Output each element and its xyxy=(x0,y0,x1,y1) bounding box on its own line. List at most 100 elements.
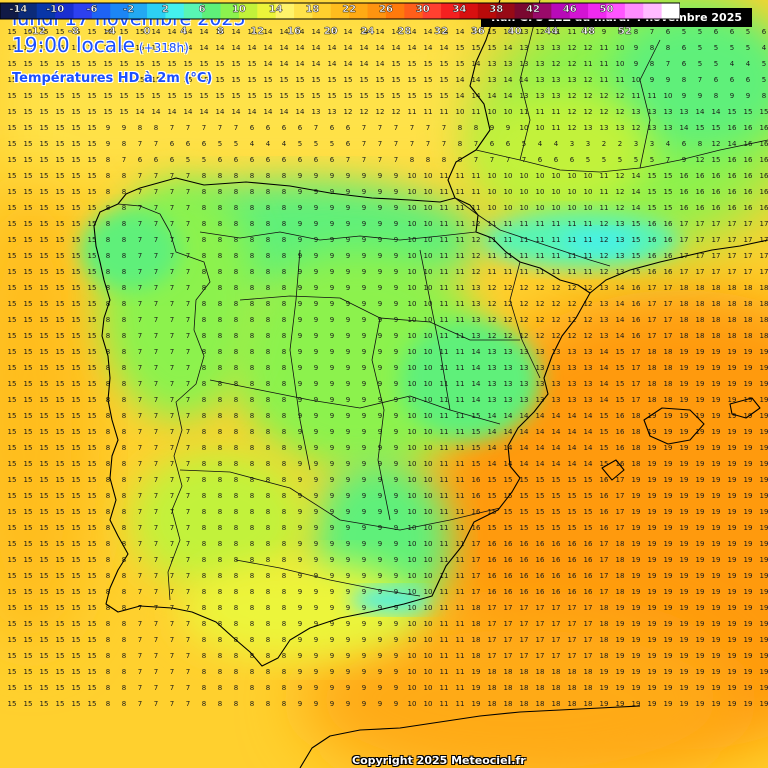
grid-value: 9 xyxy=(346,476,350,484)
grid-value: 15 xyxy=(88,364,97,372)
grid-value: 17 xyxy=(744,268,753,276)
grid-value: 7 xyxy=(234,124,238,132)
grid-value: 14 xyxy=(376,60,385,68)
grid-value: 11 xyxy=(552,28,561,36)
grid-value: 9 xyxy=(314,684,318,692)
field-france-cooler xyxy=(610,10,768,150)
grid-value: 13 xyxy=(552,92,561,100)
grid-value: 15 xyxy=(88,76,97,84)
legend-swatch xyxy=(385,3,405,19)
grid-value: 8 xyxy=(250,588,254,596)
grid-value: 14 xyxy=(328,60,337,68)
grid-value: 14 xyxy=(520,444,529,452)
grid-value: 7 xyxy=(698,76,702,84)
grid-value: 10 xyxy=(536,172,545,180)
grid-value: 8 xyxy=(218,284,222,292)
grid-value: 16 xyxy=(472,508,481,516)
grid-value: 6 xyxy=(554,156,559,164)
grid-value: 8 xyxy=(266,204,270,212)
grid-value: 19 xyxy=(744,620,753,628)
grid-value: 19 xyxy=(744,492,753,500)
grid-value: 9 xyxy=(362,172,366,180)
grid-value: 19 xyxy=(648,412,657,420)
grid-value: 14 xyxy=(472,92,481,100)
grid-value: 7 xyxy=(154,636,158,644)
grid-value: 9 xyxy=(362,636,366,644)
grid-value: 8 xyxy=(218,428,222,436)
grid-value: 13 xyxy=(488,76,497,84)
grid-value: 19 xyxy=(728,460,737,468)
grid-value: 15 xyxy=(424,76,433,84)
grid-value: 12 xyxy=(568,124,577,132)
grid-value: 10 xyxy=(424,204,433,212)
grid-value: 18 xyxy=(568,684,577,692)
grid-value: 17 xyxy=(760,252,768,260)
grid-value: 8 xyxy=(122,492,126,500)
grid-value: 19 xyxy=(728,444,737,452)
grid-value: 9 xyxy=(346,700,350,708)
grid-value: 8 xyxy=(234,476,238,484)
grid-value: 7 xyxy=(186,476,190,484)
grid-value: 9 xyxy=(362,364,366,372)
grid-value: 13 xyxy=(600,124,609,132)
grid-value: 8 xyxy=(122,524,126,532)
grid-value: 7 xyxy=(138,332,142,340)
grid-value: 7 xyxy=(154,604,158,612)
grid-value: 11 xyxy=(440,396,449,404)
grid-value: 19 xyxy=(744,652,753,660)
grid-value: 9 xyxy=(362,604,366,612)
grid-value: 19 xyxy=(712,684,721,692)
grid-value: 3 xyxy=(634,140,638,148)
grid-value: 7 xyxy=(138,588,142,596)
grid-value: 8 xyxy=(250,364,254,372)
grid-value: 7 xyxy=(186,652,190,660)
grid-value: 15 xyxy=(72,460,81,468)
grid-value: 9 xyxy=(362,348,366,356)
grid-value: 19 xyxy=(728,652,737,660)
grid-value: 11 xyxy=(488,268,497,276)
grid-value: 8 xyxy=(218,588,222,596)
grid-value: 15 xyxy=(40,204,49,212)
grid-value: 15 xyxy=(24,236,33,244)
grid-value: 8 xyxy=(202,444,206,452)
grid-value: 19 xyxy=(760,492,768,500)
grid-value: 8 xyxy=(202,316,206,324)
grid-value: 18 xyxy=(600,652,609,660)
grid-value: 11 xyxy=(456,172,465,180)
grid-value: 10 xyxy=(520,124,529,132)
grid-value: 9 xyxy=(122,124,126,132)
grid-value: 7 xyxy=(170,444,174,452)
grid-value: 15 xyxy=(40,508,49,516)
grid-value: 8 xyxy=(250,540,254,548)
grid-value: 9 xyxy=(298,396,302,404)
grid-value: 11 xyxy=(472,188,481,196)
legend-label: -2 xyxy=(123,4,134,15)
grid-value: 12 xyxy=(520,300,529,308)
grid-value: 5 xyxy=(698,44,702,52)
grid-value: 15 xyxy=(56,652,65,660)
legend-label: 12 xyxy=(250,26,264,37)
grid-value: 9 xyxy=(394,428,398,436)
grid-value: 6 xyxy=(490,140,495,148)
grid-value: 19 xyxy=(760,396,768,404)
grid-value: 7 xyxy=(154,492,158,500)
grid-value: 12 xyxy=(536,332,545,340)
grid-value: 19 xyxy=(664,684,673,692)
grid-value: 9 xyxy=(378,268,382,276)
grid-value: 11 xyxy=(440,540,449,548)
grid-value: 10 xyxy=(408,684,417,692)
grid-value: 9 xyxy=(314,220,318,228)
grid-value: 8 xyxy=(122,540,126,548)
grid-value: 5 xyxy=(698,60,702,68)
grid-value: 12 xyxy=(616,172,625,180)
grid-value: 9 xyxy=(314,204,318,212)
grid-value: 15 xyxy=(472,44,481,52)
grid-value: 8 xyxy=(202,236,206,244)
grid-value: 8 xyxy=(282,492,286,500)
grid-value: 19 xyxy=(632,476,641,484)
grid-value: 18 xyxy=(568,700,577,708)
grid-value: 5 xyxy=(762,60,766,68)
grid-value: 16 xyxy=(760,140,768,148)
grid-value: 14 xyxy=(360,60,369,68)
grid-value: 15 xyxy=(8,268,17,276)
